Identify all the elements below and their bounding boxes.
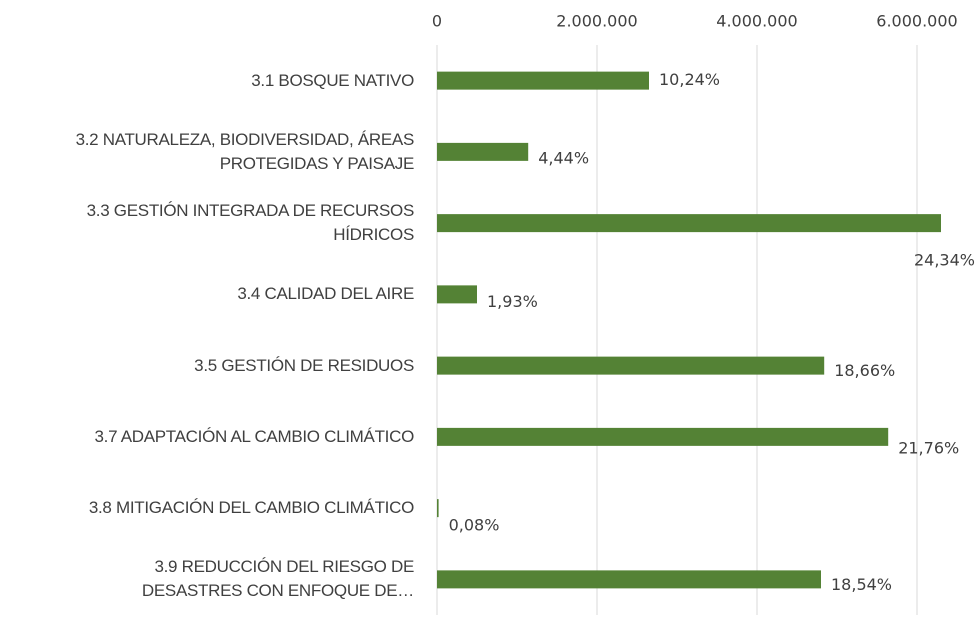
bar [437, 142, 529, 161]
data-label: 18,66% [834, 361, 895, 380]
bar [437, 71, 649, 90]
bar [437, 499, 439, 518]
data-label: 1,93% [487, 292, 538, 311]
data-label: 18,54% [831, 575, 892, 594]
category-label: 3.7 ADAPTACIÓN AL CAMBIO CLIMÁTICO [94, 426, 415, 446]
x-tick-label: 0 [432, 12, 442, 31]
data-label: 21,76% [898, 438, 959, 457]
category-label: 3.8 MITIGACIÓN DEL CAMBIO CLIMÁTICO [88, 498, 414, 518]
bar [437, 214, 941, 233]
category-label: 3.9 REDUCCIÓN DEL RIESGO DE DESASTRES CO… [141, 557, 414, 601]
category-label: 3.2 NATURALEZA, BIODIVERSIDAD, ÁREAS PRO… [75, 129, 415, 173]
x-tick-label: 6.000.000 [876, 12, 957, 31]
category-label: 3.4 CALIDAD DEL AIRE [237, 284, 414, 304]
category-label: 3.5 GESTIÓN DE RESIDUOS [194, 355, 414, 375]
bar [437, 356, 825, 375]
category-label: 3.3 GESTIÓN INTEGRADA DE RECURSOS HÍDRIC… [86, 201, 415, 245]
bar [437, 427, 889, 446]
data-label: 4,44% [538, 148, 589, 167]
x-tick-label: 2.000.000 [556, 12, 637, 31]
data-label: 10,24% [659, 70, 720, 89]
bar [437, 570, 821, 589]
data-label: 0,08% [449, 516, 500, 535]
data-label: 24,34% [914, 251, 975, 270]
x-tick-label: 4.000.000 [716, 12, 797, 31]
bar [437, 285, 477, 304]
category-label: 3.1 BOSQUE NATIVO [251, 70, 414, 90]
